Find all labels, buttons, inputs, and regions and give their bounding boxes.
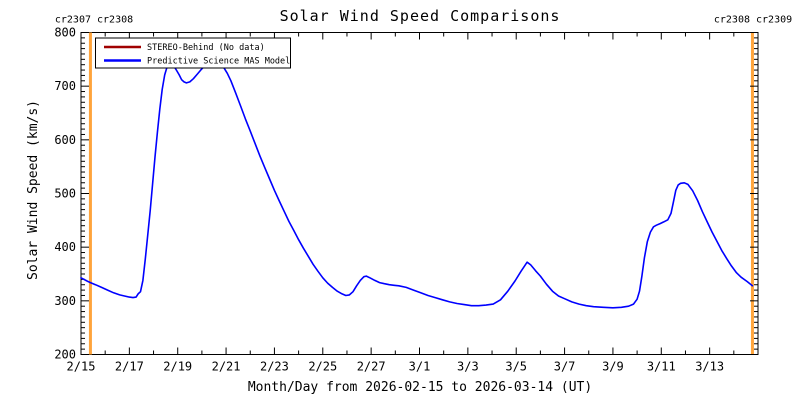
x-tick-label: 3/3 — [457, 360, 479, 374]
legend: STEREO-Behind (No data) Predictive Scien… — [95, 37, 291, 69]
x-tick-label: 3/13 — [695, 360, 724, 374]
x-tick-label: 2/27 — [357, 360, 386, 374]
y-tick-label: 800 — [54, 26, 76, 40]
x-tick-label: 2/21 — [212, 360, 241, 374]
x-tick-label: 2/15 — [67, 360, 96, 374]
series-predictive-science-mas-model — [80, 62, 754, 309]
carrington-boundary-lines — [88, 32, 754, 355]
y-tick-label: 300 — [54, 294, 76, 308]
carrington-label-left: cr2307 cr2308 — [55, 15, 133, 26]
x-tick-label: 3/5 — [505, 360, 527, 374]
x-tick-label: 2/17 — [115, 360, 144, 374]
x-tick-label: 2/25 — [308, 360, 337, 374]
y-tick-label: 400 — [54, 240, 76, 254]
x-tick-label: 3/1 — [409, 360, 431, 374]
y-axis-title: Solar Wind Speed (km/s) — [26, 100, 41, 280]
x-tick-label: 3/11 — [647, 360, 676, 374]
x-tick-label: 2/19 — [163, 360, 192, 374]
legend-box — [95, 37, 291, 69]
x-axis-title: Month/Day from 2026-02-15 to 2026-03-14 … — [248, 380, 592, 395]
y-tick-label: 600 — [54, 133, 76, 147]
chart-title: Solar Wind Speed Comparisons — [280, 7, 561, 25]
y-tick-label: 700 — [54, 79, 76, 93]
legend-label-mas-model: Predictive Science MAS Model — [147, 57, 290, 67]
axis-tick-labels: 2/15 2/17 2/19 2/21 2/23 2/25 2/27 3/1 3/3 3/5 3/7… — [54, 26, 724, 374]
x-tick-label: 2/23 — [260, 360, 289, 374]
y-tick-label: 500 — [54, 187, 76, 201]
x-tick-label: 3/9 — [602, 360, 624, 374]
legend-label-stereo-behind: STEREO-Behind (No data) — [147, 43, 265, 53]
y-tick-label: 200 — [54, 348, 76, 362]
data-series — [80, 62, 754, 309]
x-tick-label: 3/7 — [554, 360, 576, 374]
axis-ticks — [80, 32, 758, 355]
carrington-label-right: cr2308 cr2309 — [714, 15, 792, 26]
